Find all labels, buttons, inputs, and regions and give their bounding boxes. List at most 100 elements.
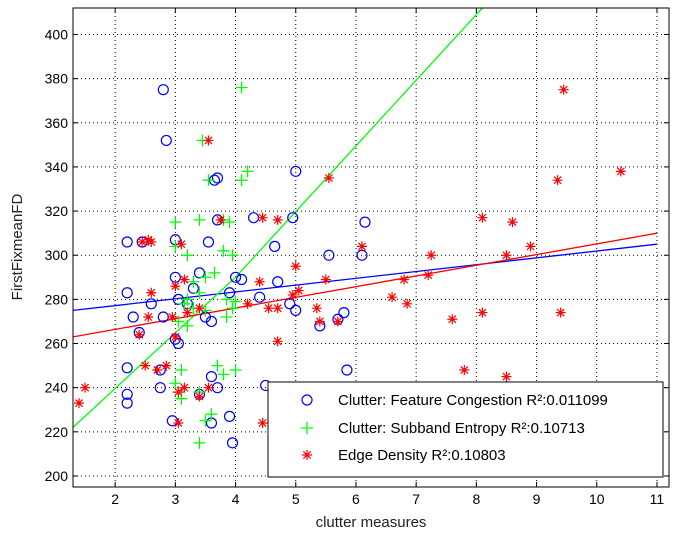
subband-entropy-point (193, 436, 206, 449)
edge-density-point (203, 382, 214, 393)
legend: Clutter: Feature Congestion R²:0.011099 … (267, 381, 664, 478)
edge-density-point (80, 382, 91, 393)
edge-density-point (179, 382, 190, 393)
x-tick-label: 11 (650, 491, 665, 507)
edge-density-point (552, 175, 563, 186)
edge-density-point (194, 303, 205, 314)
legend-star-marker (302, 450, 312, 460)
subband-entropy-point (220, 311, 233, 324)
y-tick-label: 320 (45, 203, 69, 219)
plot-frame (72, 7, 670, 488)
feature-congestion-point (223, 287, 236, 299)
x-tick-label: 8 (472, 491, 480, 507)
edge-density-point (176, 239, 187, 250)
edge-density-point (167, 312, 178, 323)
feature-congestion-point (223, 410, 236, 422)
legend-entry-edge-density: Edge Density R²:0.10803 (338, 447, 506, 464)
y-tick-label: 260 (45, 336, 69, 352)
feature-congestion-point (211, 172, 224, 184)
edge-density-point (387, 292, 398, 303)
x-tick-label: 5 (292, 491, 300, 507)
edge-density-point (272, 336, 283, 347)
subband-entropy-point (217, 368, 230, 381)
subband-entropy-point (205, 408, 218, 421)
feature-congestion-point (154, 382, 166, 394)
legend-entry-feature-congestion: Clutter: Feature Congestion R²:0.011099 (338, 392, 608, 409)
feature-congestion-point (127, 311, 139, 323)
y-axis-label: FirstFixmeanFD (9, 193, 26, 300)
subband-entropy-point (175, 364, 188, 377)
x-axis-label: clutter measures (316, 514, 427, 531)
edge-density-point (215, 214, 226, 225)
subband-entropy-point (223, 216, 236, 229)
feature-congestion-point (290, 165, 302, 177)
subband-entropy-point (199, 414, 212, 427)
edge-density-point (257, 212, 268, 223)
edge-density-point (525, 241, 536, 252)
y-axis-ticks: 200 220 240 260 280 300 320 340 360 380 400 (45, 26, 669, 484)
edge-density-point (263, 303, 274, 314)
feature-congestion-point (341, 364, 353, 376)
subband-entropy-point (226, 249, 239, 262)
edge-density-point (615, 166, 626, 177)
edge-density-point (320, 274, 331, 285)
y-tick-label: 280 (45, 291, 69, 307)
edge-density-point (402, 298, 413, 309)
fit-line (73, 243, 658, 312)
feature-congestion-point (359, 216, 371, 228)
legend-circle-marker (301, 394, 313, 406)
subband-entropy-point (199, 271, 212, 284)
subband-entropy-point (187, 275, 200, 288)
feature-congestion-point (121, 388, 133, 400)
edge-density-point (173, 417, 184, 428)
legend-entry-subband-entropy: Clutter: Subband Entropy R²:0.10713 (338, 420, 585, 437)
edge-density-point (203, 135, 214, 146)
subband-entropy-point (241, 165, 254, 178)
x-tick-label: 7 (412, 491, 420, 507)
x-tick-label: 3 (171, 491, 179, 507)
edge-density-point (272, 303, 283, 314)
feature-congestion-point (145, 298, 157, 310)
edge-density-point (287, 289, 298, 300)
feature-congestion-point (166, 415, 178, 427)
edge-density-point (134, 329, 145, 340)
edge-density-point (137, 236, 148, 247)
subband-entropy-point (172, 315, 185, 328)
edge-density-point (477, 212, 488, 223)
y-tick-label: 380 (45, 71, 69, 87)
edge-density-point (173, 387, 184, 398)
feature-congestion-point (272, 276, 284, 288)
edge-density-point (170, 281, 181, 292)
subband-entropy-point (217, 244, 230, 257)
subband-entropy-point (202, 174, 215, 187)
feature-congestion-point (121, 397, 133, 409)
edge-density-point (161, 360, 172, 371)
feature-congestion-point (193, 267, 206, 279)
y-tick-label: 360 (45, 115, 69, 131)
edge-density-point (459, 365, 470, 376)
feature-congestion-point (226, 437, 239, 449)
y-tick-label: 400 (45, 26, 69, 42)
feature-congestion-point (269, 240, 281, 252)
feature-congestion-point (254, 291, 266, 303)
subband-entropy-point (229, 295, 242, 308)
subband-entropy-point (181, 319, 194, 332)
edge-density-point (257, 417, 268, 428)
subband-entropy-point (220, 293, 233, 306)
feature-congestion-point (157, 84, 169, 96)
edge-density-point (146, 236, 157, 247)
edge-density-point (314, 316, 325, 327)
feature-congestion-point (121, 287, 133, 299)
y-tick-label: 240 (45, 380, 69, 396)
edge-density-point (290, 261, 301, 272)
x-tick-label: 6 (352, 491, 360, 507)
edge-density-point (182, 307, 193, 318)
subband-entropy-point (169, 377, 182, 390)
fit-line (73, 8, 483, 428)
x-tick-label: 9 (533, 491, 541, 507)
edge-density-point (323, 172, 334, 183)
y-tick-label: 220 (45, 424, 69, 440)
edge-density-point (170, 331, 181, 342)
edge-density-point (555, 307, 566, 318)
